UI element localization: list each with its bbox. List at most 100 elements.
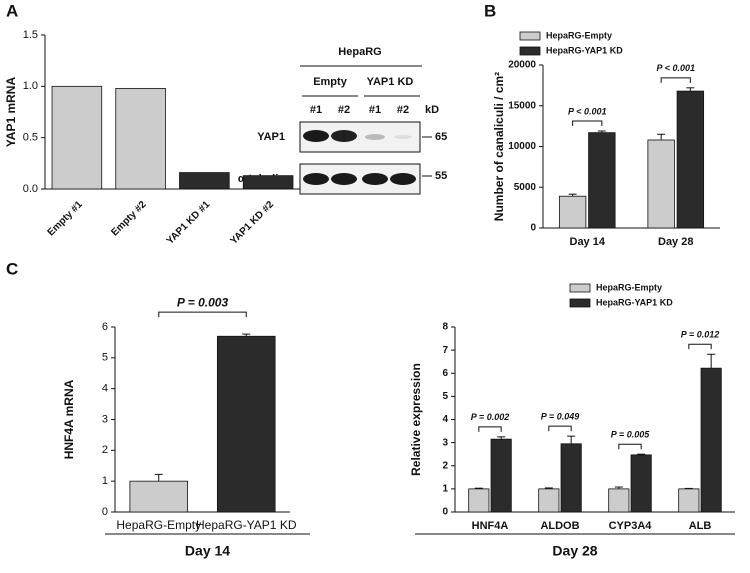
bar [647,139,675,229]
bar [676,90,705,229]
bar [242,175,294,190]
x-tick-label: Day 28 [658,236,693,248]
y-tick-label: 5 [102,352,108,364]
x-tick-label: YAP1 KD #2 [229,199,277,247]
y-tick-label: 1.0 [23,80,38,92]
y-axis-label: Number of canaliculi / cm² [492,72,506,221]
x-tick-label: ALDOB [540,520,579,532]
legend-label: HepaRG-Empty [596,282,662,292]
y-tick-label: 0 [442,507,448,518]
x-axis-label: Day 14 [185,543,230,559]
y-tick-label: 0 [530,223,536,234]
bar [558,195,587,229]
blot-unit: kD [425,104,439,116]
bar [630,454,652,513]
blot-lane: #2 [338,104,350,116]
band [303,130,329,142]
bar [216,335,276,513]
legend-swatch [569,298,591,308]
annotation: P = 0.012 [681,330,719,340]
blot-marker: 55 [435,170,447,182]
y-tick-label: 6 [102,321,108,333]
bar [490,438,512,513]
band [303,173,329,185]
significance-bracket [618,443,642,450]
y-tick-label: 3 [442,437,448,448]
band [362,173,388,185]
blot-title: HepaRG [338,46,381,58]
y-tick-label: 0.0 [23,183,38,195]
panel-label: A [6,1,18,20]
blot-group: Empty [313,76,348,88]
y-tick-label: 2 [102,444,108,456]
y-tick-label: 0 [102,506,108,518]
bar [678,488,700,513]
bar [129,480,189,513]
annotation: P < 0.001 [568,106,606,116]
blot-lane: #1 [310,104,322,116]
bar [608,488,630,513]
y-tick-label: 4 [102,383,108,395]
blot-group: YAP1 KD [367,76,414,88]
y-tick-label: 10000 [508,141,536,152]
significance-bracket [572,120,603,127]
x-tick-label: HepaRG-YAP1 KD [196,518,297,532]
blot-marker: 65 [435,131,447,143]
x-tick-label: ALB [689,520,712,532]
band [390,173,416,185]
y-axis-label: YAP1 mRNA [4,77,18,148]
y-tick-label: 1 [442,484,448,495]
y-axis-label: HNF4A mRNA [62,379,76,459]
annotation: P < 0.001 [657,63,695,73]
y-tick-label: 3 [102,413,108,425]
band [365,134,385,140]
y-tick-label: 5000 [514,182,537,193]
y-tick-label: 15000 [508,100,536,111]
blot-lane: #1 [369,104,381,116]
blot-row-label: YAP1 [257,131,285,143]
band [331,130,357,142]
x-tick-label: YAP1 KD #1 [165,199,213,247]
annotation: P = 0.003 [177,295,229,309]
legend-label: HepaRG-Empty [546,30,612,40]
band [331,173,357,185]
bar [588,132,616,229]
x-axis-label: Day 28 [552,543,597,559]
y-tick-label: 5 [442,391,448,402]
y-tick-label: 2 [442,460,448,471]
legend-swatch [519,46,541,56]
legend-label: HepaRG-YAP1 KD [596,297,673,307]
y-tick-label: 7 [442,345,448,356]
bar [700,367,722,513]
x-tick-label: Empty #2 [109,199,149,239]
bar [115,87,166,190]
x-tick-label: Empty #1 [46,199,86,239]
x-tick-label: HepaRG-Empty [116,518,201,532]
x-tick-label: HNF4A [472,520,509,532]
y-tick-label: 8 [442,322,448,333]
y-tick-label: 1.5 [23,29,38,41]
legend-label: HepaRG-YAP1 KD [546,45,623,55]
significance-bracket [478,426,502,432]
significance-bracket [548,425,572,432]
y-tick-label: 20000 [508,60,536,71]
bar [538,488,560,513]
blot-lane: #2 [397,104,409,116]
y-tick-label: 6 [442,368,448,379]
legend-swatch [569,283,591,293]
x-tick-label: Day 14 [570,236,606,248]
significance-bracket [158,311,247,318]
significance-bracket [688,343,712,350]
annotation: P = 0.005 [611,430,650,440]
y-tick-label: 4 [442,414,448,425]
y-tick-label: 0.5 [23,132,38,144]
bar [560,443,582,513]
bar [51,85,103,190]
panel-label: B [484,1,496,20]
y-tick-label: 1 [102,475,108,487]
band [394,135,412,139]
annotation: P = 0.049 [541,412,579,422]
y-axis-label: Relative expression [409,363,423,476]
